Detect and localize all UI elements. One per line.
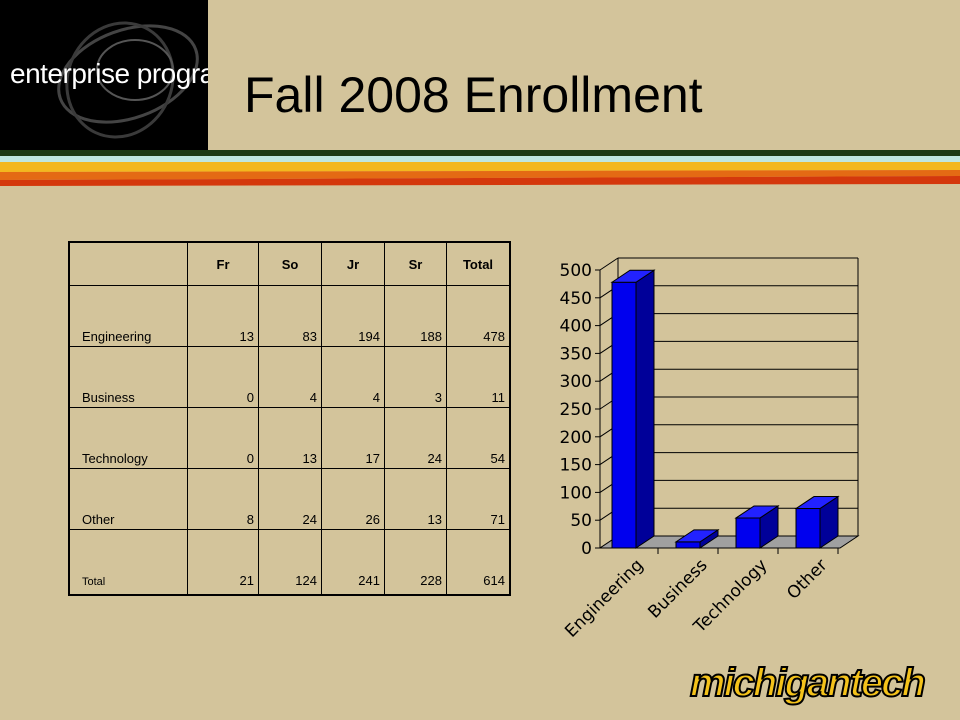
- bar-other: [795, 508, 821, 549]
- table-cell: 13: [258, 407, 322, 469]
- table-row: Other 8 24 26 13 71: [68, 468, 511, 530]
- y-tick-label: 400: [560, 317, 592, 337]
- bar-top: [674, 529, 720, 543]
- y-tick-label: 250: [560, 400, 592, 420]
- row-label: Engineering: [68, 285, 188, 347]
- table-cell: 124: [258, 529, 322, 596]
- gridline-side: [599, 257, 619, 271]
- table-cell: 3: [384, 346, 447, 408]
- bar-top: [734, 505, 780, 519]
- table-cell: 13: [384, 468, 447, 530]
- table-cell: 13: [187, 285, 259, 347]
- bar-engineering: [611, 281, 637, 549]
- row-label: Technology: [68, 407, 188, 469]
- table-cell: 4: [258, 346, 322, 408]
- table-cell: 54: [446, 407, 511, 469]
- row-label: Other: [68, 468, 188, 530]
- row-label: Business: [68, 346, 188, 408]
- table-header-cell: Total: [446, 241, 511, 286]
- chart-svg: 0 50 100 150 200 250 300 350 400 450 500 Engineerin…: [560, 257, 860, 642]
- page-title: Fall 2008 Enrollment: [244, 67, 703, 123]
- table-cell: 24: [258, 468, 322, 530]
- table-header-cell: [68, 241, 188, 286]
- enrollment-table: Fr So Jr Sr Total Engineering 13 83 194 …: [68, 241, 511, 596]
- michigan-tech-logo: michigantech: [686, 656, 936, 706]
- table-cell: 17: [321, 407, 385, 469]
- y-tick-label: 450: [560, 289, 592, 309]
- enterprise-program-logo: enterprise program: [0, 0, 208, 152]
- bar-business: [675, 541, 701, 549]
- y-tick-label: 150: [560, 456, 592, 476]
- table-row: Technology 0 13 17 24 54: [68, 407, 511, 469]
- y-tick-label: 300: [560, 372, 592, 392]
- table-cell: 8: [187, 468, 259, 530]
- bar-side: [635, 269, 655, 549]
- y-tick-label: 100: [560, 483, 592, 503]
- y-tick-label: 50: [570, 511, 592, 531]
- bar-technology: [735, 517, 761, 549]
- table-header-cell: Fr: [187, 241, 259, 286]
- table-header-cell: Sr: [384, 241, 447, 286]
- x-tick-label: Engineering: [561, 555, 647, 641]
- table-cell: 228: [384, 529, 447, 596]
- bar-top: [794, 496, 840, 510]
- table-header-cell: So: [258, 241, 322, 286]
- swirl-logo-icon: [57, 21, 199, 139]
- y-tick-label: 500: [560, 261, 592, 281]
- y-tick-label: 200: [560, 428, 592, 448]
- table-cell: 71: [446, 468, 511, 530]
- x-tick-label: Other: [783, 555, 831, 603]
- table-header-cell: Jr: [321, 241, 385, 286]
- table-cell: 21: [187, 529, 259, 596]
- table-row: Engineering 13 83 194 188 478: [68, 285, 511, 347]
- table-cell: 0: [187, 346, 259, 408]
- table-cell: 478: [446, 285, 511, 347]
- table-row: Business 0 4 4 3 11: [68, 346, 511, 408]
- table-header-row: Fr So Jr Sr Total: [68, 241, 511, 286]
- table-cell: 614: [446, 529, 511, 596]
- logo-text: enterprise program: [10, 58, 208, 89]
- table-cell: 0: [187, 407, 259, 469]
- table-cell: 188: [384, 285, 447, 347]
- table-cell: 194: [321, 285, 385, 347]
- table-cell: 11: [446, 346, 511, 408]
- table-cell: 83: [258, 285, 322, 347]
- table-cell: 241: [321, 529, 385, 596]
- row-label: Total: [68, 529, 188, 596]
- brand-logo-text: michigantech: [690, 661, 924, 705]
- table-row-total: Total 21 124 241 228 614: [68, 529, 511, 596]
- y-tick-label: 0: [581, 539, 592, 559]
- table-cell: 26: [321, 468, 385, 530]
- table-cell: 24: [384, 407, 447, 469]
- michigan-tech-logo-icon: michigantech: [689, 660, 927, 706]
- table-cell: 4: [321, 346, 385, 408]
- bar-top: [610, 269, 656, 283]
- y-tick-label: 350: [560, 344, 592, 364]
- enrollment-bar-chart: 0 50 100 150 200 250 300 350 400 450 500 Engineerin…: [520, 240, 880, 665]
- decorative-stripes: [0, 150, 960, 190]
